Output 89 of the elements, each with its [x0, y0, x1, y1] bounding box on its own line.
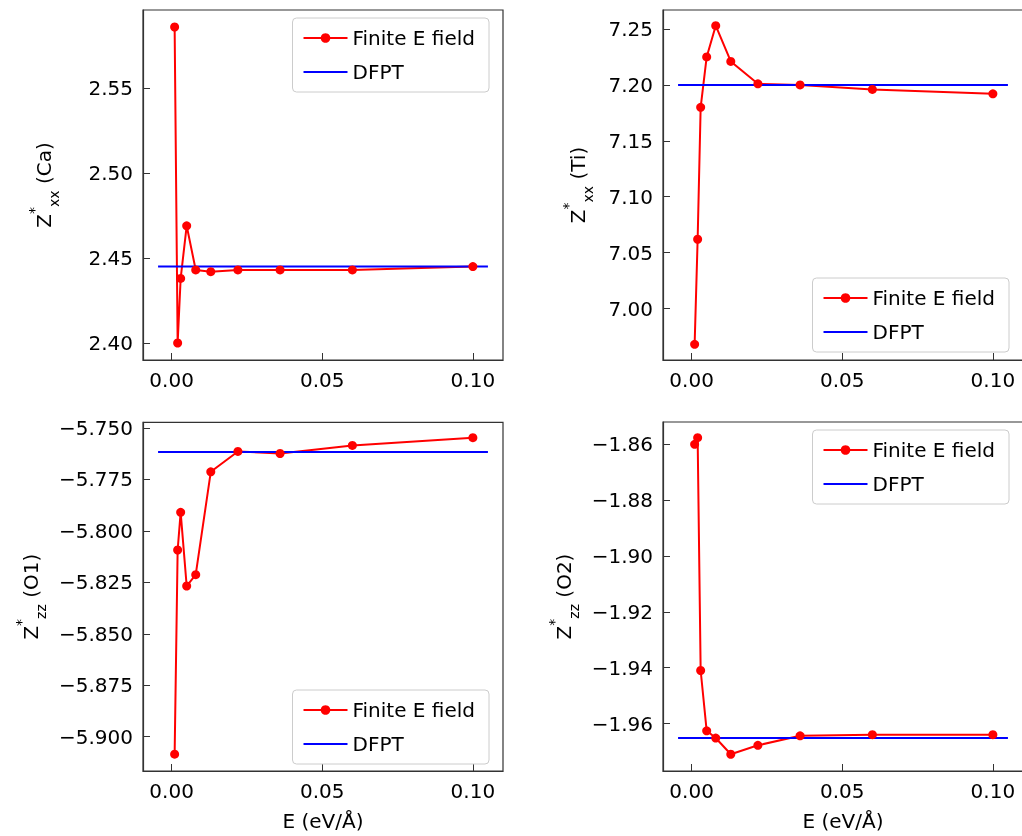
x-tick-label: 0.00 — [149, 368, 194, 392]
point — [233, 446, 243, 456]
x-tick-label: 0.05 — [299, 779, 345, 803]
point — [170, 22, 180, 32]
y-tick-label: 7.25 — [608, 17, 653, 42]
point — [468, 433, 478, 443]
point — [347, 265, 357, 275]
point — [693, 433, 703, 443]
point — [170, 749, 180, 759]
point — [795, 731, 805, 741]
point — [711, 21, 721, 31]
point — [693, 234, 703, 244]
y-tick-label: −1.94 — [591, 655, 653, 680]
y-tick-label: −5.800 — [58, 518, 133, 543]
point — [988, 89, 998, 99]
y-tick-label: −1.92 — [591, 599, 653, 624]
point — [206, 467, 216, 477]
x-tick-label: 0.00 — [669, 368, 714, 392]
y-tick-label: 2.40 — [88, 331, 133, 356]
x-tick-label: 0.10 — [970, 368, 1016, 392]
y-tick-label: 2.55 — [88, 76, 133, 101]
y-axis-title: Z*zz (O1) — [13, 553, 50, 640]
point — [176, 273, 186, 283]
point — [182, 221, 192, 231]
legend-label: Finite E field — [872, 438, 996, 462]
point — [191, 265, 201, 275]
point — [690, 339, 700, 349]
y-tick-label: 7.20 — [608, 72, 653, 97]
y-tick-label: −1.96 — [591, 711, 653, 736]
x-tick-label: 0.05 — [819, 368, 865, 392]
legend-label: DFPT — [352, 732, 405, 756]
y-tick-label: −5.900 — [58, 724, 133, 749]
x-axis-title: E (eV/Å) — [282, 809, 364, 833]
y-axis-title: Z*xx (Ti) — [560, 146, 596, 224]
legend-label: DFPT — [352, 60, 405, 84]
point — [795, 80, 805, 90]
y-tick-label: −1.88 — [591, 488, 653, 513]
y-tick-label: 7.00 — [608, 296, 653, 321]
x-tick-label: 0.05 — [819, 779, 865, 803]
point — [173, 338, 183, 348]
x-axis-title: E (eV/Å) — [802, 809, 884, 833]
point — [753, 79, 763, 89]
point — [347, 440, 357, 450]
point — [191, 570, 201, 580]
point — [206, 267, 216, 277]
y-axis-title: Z*xx (Ca) — [26, 142, 62, 228]
y-tick-label: 2.45 — [88, 246, 133, 271]
legend-label: Finite E field — [872, 286, 996, 310]
y-tick-label: −1.90 — [591, 544, 653, 569]
point — [233, 265, 243, 275]
point — [696, 665, 706, 675]
y-tick-label: 7.10 — [608, 184, 653, 209]
point — [690, 439, 700, 449]
legend-label: DFPT — [872, 472, 925, 496]
legend-label: DFPT — [872, 320, 925, 344]
point — [702, 726, 712, 736]
point — [173, 545, 183, 555]
point — [867, 84, 877, 94]
point — [867, 730, 877, 740]
x-tick-label: 0.05 — [299, 368, 345, 392]
y-tick-label: 7.15 — [608, 128, 653, 153]
y-tick-label: 2.50 — [88, 161, 133, 186]
y-tick-label: −5.825 — [58, 570, 133, 595]
point — [696, 102, 706, 112]
y-tick-label: −5.775 — [58, 467, 133, 492]
legend-label: Finite E field — [352, 698, 476, 722]
x-tick-label: 0.10 — [450, 368, 496, 392]
y-tick-label: −5.850 — [58, 621, 133, 646]
point — [988, 730, 998, 740]
point — [275, 449, 285, 458]
x-tick-label: 0.00 — [669, 779, 714, 803]
y-axis-title: Z*zz (O2) — [545, 553, 582, 640]
point — [468, 262, 478, 272]
point — [711, 733, 721, 743]
point — [753, 740, 763, 750]
point — [726, 749, 736, 759]
y-tick-label: −5.750 — [58, 415, 133, 440]
x-tick-label: 0.10 — [450, 779, 496, 803]
point — [726, 56, 736, 66]
point — [182, 581, 192, 591]
x-tick-label: 0.00 — [149, 779, 194, 803]
point — [176, 507, 186, 517]
y-tick-label: −1.86 — [591, 432, 653, 457]
legend-label: Finite E field — [352, 26, 476, 50]
point — [275, 265, 285, 275]
y-tick-label: −5.875 — [58, 673, 133, 698]
x-tick-label: 0.10 — [970, 779, 1016, 803]
y-tick-label: 7.05 — [608, 240, 653, 265]
point — [702, 52, 712, 62]
